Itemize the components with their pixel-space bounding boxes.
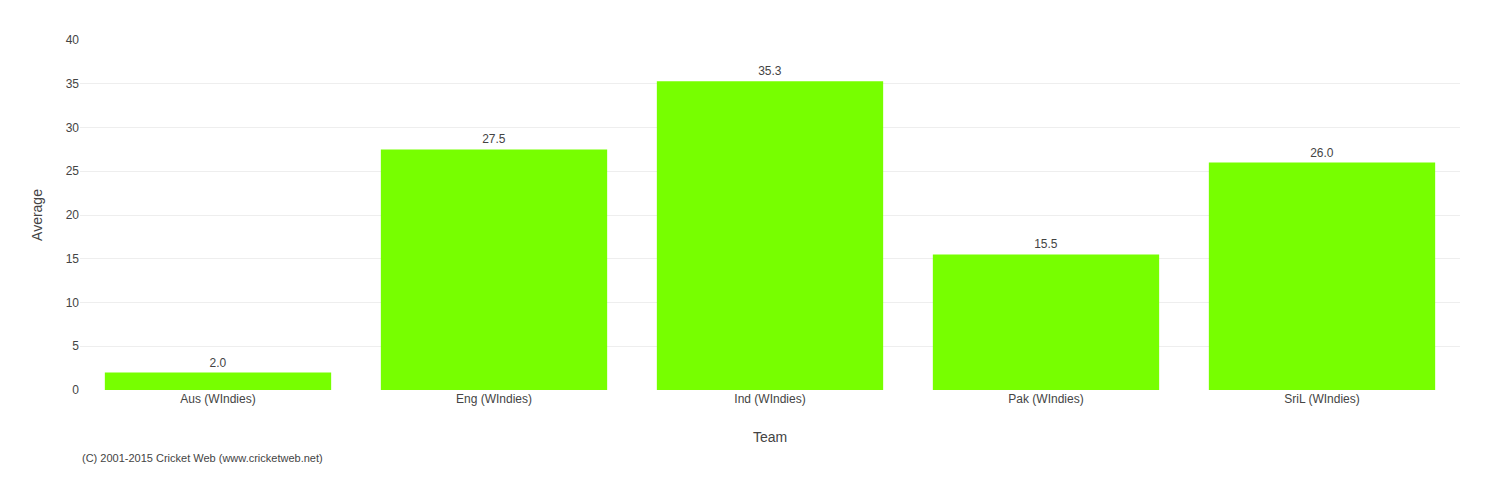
svg-text:35.3: 35.3 [758,64,782,78]
svg-text:25: 25 [66,164,80,178]
svg-text:Average: Average [29,189,45,241]
svg-text:2.0: 2.0 [209,356,226,370]
svg-text:5: 5 [72,339,79,353]
svg-text:35: 35 [66,77,80,91]
svg-text:(C) 2001-2015 Cricket Web (www: (C) 2001-2015 Cricket Web (www.cricketwe… [82,452,323,464]
svg-text:20: 20 [66,208,80,222]
svg-text:Pak (WIndies): Pak (WIndies) [1008,392,1083,406]
svg-text:Ind (WIndies): Ind (WIndies) [734,392,805,406]
svg-text:Team: Team [753,429,787,445]
svg-text:Aus (WIndies): Aus (WIndies) [180,392,255,406]
svg-text:Eng (WIndies): Eng (WIndies) [456,392,532,406]
svg-text:27.5: 27.5 [482,132,506,146]
svg-text:0: 0 [72,383,79,397]
svg-text:15: 15 [66,252,80,266]
svg-text:10: 10 [66,296,80,310]
svg-text:26.0: 26.0 [1310,146,1334,160]
svg-text:15.5: 15.5 [1034,237,1058,251]
svg-text:40: 40 [66,33,80,47]
svg-text:30: 30 [66,121,80,135]
svg-text:SriL (WIndies): SriL (WIndies) [1284,392,1360,406]
